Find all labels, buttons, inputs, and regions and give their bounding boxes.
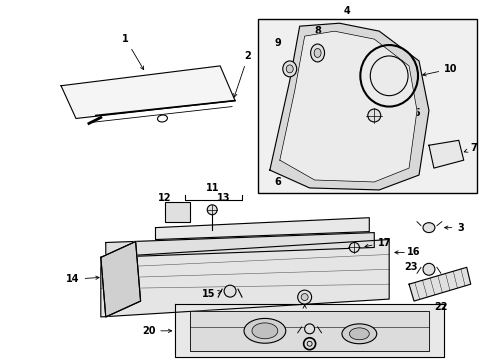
Polygon shape bbox=[105, 233, 373, 257]
Ellipse shape bbox=[310, 44, 324, 62]
Text: 18: 18 bbox=[275, 339, 296, 349]
Text: 10: 10 bbox=[422, 64, 457, 76]
Ellipse shape bbox=[341, 324, 376, 344]
Polygon shape bbox=[61, 66, 235, 118]
Text: 16: 16 bbox=[407, 247, 420, 257]
Ellipse shape bbox=[297, 290, 311, 304]
Text: 13: 13 bbox=[217, 193, 230, 203]
Polygon shape bbox=[101, 242, 141, 317]
Bar bbox=[257, 19, 476, 193]
Polygon shape bbox=[175, 304, 443, 357]
Text: 1: 1 bbox=[122, 34, 143, 69]
Polygon shape bbox=[408, 267, 470, 301]
Text: 8: 8 bbox=[313, 26, 320, 36]
Bar bbox=[165, 202, 190, 222]
Polygon shape bbox=[279, 31, 416, 182]
Text: 21: 21 bbox=[297, 305, 311, 322]
Ellipse shape bbox=[367, 109, 380, 122]
Text: 7: 7 bbox=[463, 143, 476, 153]
Polygon shape bbox=[101, 242, 141, 317]
Ellipse shape bbox=[304, 324, 314, 334]
Text: 22: 22 bbox=[433, 302, 447, 312]
Ellipse shape bbox=[207, 205, 217, 215]
Ellipse shape bbox=[224, 285, 236, 297]
Text: 11: 11 bbox=[206, 183, 220, 193]
Text: 9: 9 bbox=[274, 38, 281, 48]
Text: 6: 6 bbox=[274, 177, 281, 187]
Polygon shape bbox=[101, 239, 388, 317]
Ellipse shape bbox=[157, 115, 167, 122]
Text: 19: 19 bbox=[278, 324, 297, 334]
Polygon shape bbox=[269, 23, 428, 190]
Ellipse shape bbox=[301, 294, 307, 301]
Ellipse shape bbox=[244, 319, 285, 343]
Text: 12: 12 bbox=[158, 193, 171, 203]
Ellipse shape bbox=[282, 61, 296, 77]
Ellipse shape bbox=[422, 264, 434, 275]
Text: 3: 3 bbox=[444, 222, 463, 233]
Text: 14: 14 bbox=[66, 274, 99, 284]
Ellipse shape bbox=[422, 223, 434, 233]
Text: 5: 5 bbox=[390, 108, 420, 117]
Text: 23: 23 bbox=[404, 262, 417, 272]
Polygon shape bbox=[428, 140, 463, 168]
Polygon shape bbox=[155, 218, 368, 239]
Text: 4: 4 bbox=[344, 6, 350, 16]
Ellipse shape bbox=[251, 323, 277, 339]
Ellipse shape bbox=[285, 65, 293, 73]
Ellipse shape bbox=[349, 328, 368, 340]
Ellipse shape bbox=[313, 49, 321, 58]
Text: 15: 15 bbox=[201, 289, 221, 299]
Text: 2: 2 bbox=[233, 51, 251, 97]
Text: 17: 17 bbox=[364, 238, 390, 248]
Text: 20: 20 bbox=[142, 326, 171, 336]
Ellipse shape bbox=[349, 243, 359, 252]
Polygon shape bbox=[190, 311, 428, 351]
